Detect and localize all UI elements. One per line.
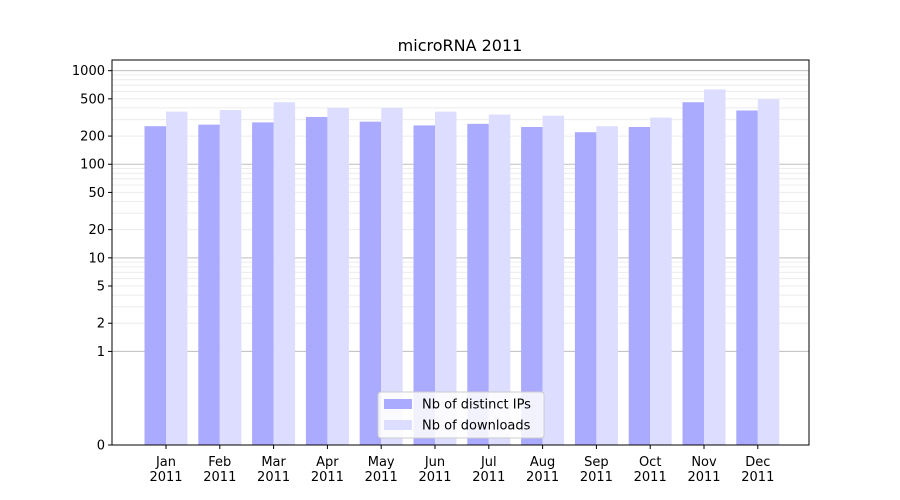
bar-downloads	[435, 111, 457, 445]
x-tick-label: Aug 2011	[526, 455, 559, 485]
bar-distinct-ips	[628, 127, 651, 445]
x-tick-label: Mar 2011	[257, 455, 290, 485]
bar-distinct-ips	[682, 102, 704, 446]
bar-downloads	[327, 107, 349, 446]
legend-label: Nb of distinct IPs	[422, 398, 531, 413]
x-tick-label: Jul 2011	[472, 455, 505, 485]
legend-swatch	[384, 420, 412, 430]
bar-downloads	[650, 117, 672, 445]
bar-distinct-ips	[359, 121, 382, 446]
bar-downloads	[219, 109, 242, 446]
bars	[144, 89, 780, 446]
bar-distinct-ips	[305, 116, 328, 446]
bar-downloads	[166, 111, 188, 445]
y-tick-label: 5	[97, 280, 105, 295]
x-tick-label: May 2011	[365, 455, 398, 485]
bar-distinct-ips	[252, 122, 274, 445]
legend-swatch	[384, 399, 412, 409]
y-tick-label: 1	[97, 345, 105, 360]
bar-distinct-ips	[736, 110, 758, 446]
x-axis: Jan 2011 Feb 2011 Mar 2011 Apr 2011 May 2011 Jun 20…	[149, 445, 774, 485]
x-tick-label: Dec 2011	[741, 455, 774, 485]
x-tick-label: Oct 2011	[634, 455, 667, 485]
y-axis: 0 1 2 5 10 20 50 100 200 500 1000	[72, 64, 112, 454]
y-tick-label: 50	[88, 186, 105, 201]
bar-distinct-ips	[521, 127, 543, 445]
bar-distinct-ips	[144, 126, 166, 445]
bar-distinct-ips	[574, 132, 597, 445]
bar-downloads	[273, 102, 296, 446]
x-tick-label: Jun 2011	[418, 455, 451, 485]
legend-box	[377, 391, 545, 439]
x-tick-label: Apr 2011	[311, 455, 344, 485]
x-tick-label: Nov 2011	[687, 455, 720, 485]
bar-downloads	[704, 89, 726, 446]
bar-downloads	[381, 107, 403, 446]
bar-distinct-ips	[198, 124, 220, 445]
bar-downloads	[596, 126, 618, 445]
x-tick-label: Sep 2011	[580, 455, 613, 485]
y-tick-label: 0	[97, 439, 105, 454]
y-tick-label: 200	[80, 130, 105, 145]
x-tick-label: Feb 2011	[203, 455, 236, 485]
bar-downloads	[757, 99, 780, 446]
y-tick-label: 2	[97, 317, 105, 332]
y-tick-label: 20	[88, 223, 105, 238]
y-tick-label: 500	[80, 92, 105, 107]
x-tick-label: Jan 2011	[149, 455, 182, 485]
bar-distinct-ips	[413, 125, 435, 445]
plot-frame	[111, 59, 810, 446]
chart-title: microRNA 2011	[398, 36, 523, 55]
legend: Nb of distinct IPs Nb of downloads	[377, 391, 545, 439]
y-tick-label: 10	[88, 251, 105, 266]
bar-downloads	[488, 114, 511, 445]
bar-distinct-ips	[467, 123, 489, 445]
y-tick-label: 1000	[72, 64, 105, 79]
y-tick-label: 100	[80, 158, 105, 173]
legend-label: Nb of downloads	[422, 419, 531, 434]
bar-downloads	[542, 115, 565, 445]
